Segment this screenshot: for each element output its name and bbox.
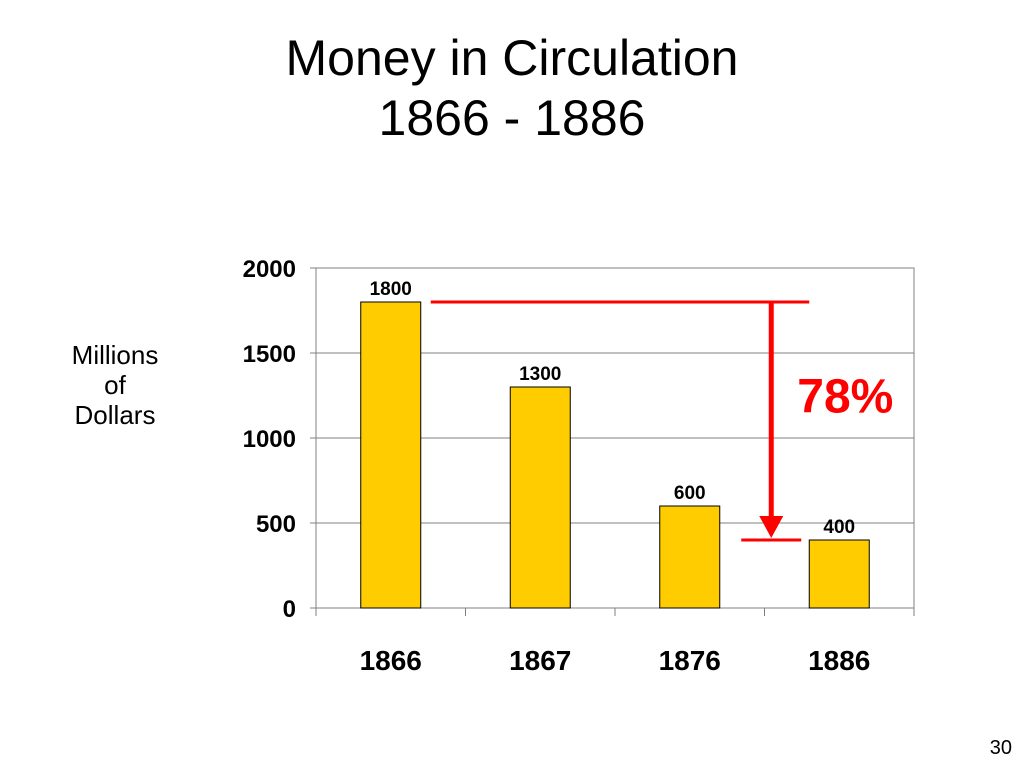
title-line-1: Money in Circulation — [285, 30, 739, 86]
data-label: 1300 — [519, 364, 561, 385]
y-tick-label: 500 — [256, 511, 296, 538]
bar-1886 — [808, 539, 870, 609]
data-label: 600 — [674, 483, 706, 504]
y-axis-label-line-1: Millions — [71, 340, 159, 370]
page-number: 30 — [989, 737, 1012, 759]
y-tick-label: 2000 — [243, 256, 296, 283]
x-tick-label: 1867 — [509, 645, 571, 676]
y-axis-label-line-2: of — [104, 370, 126, 400]
data-label: 1800 — [370, 279, 412, 300]
bar-1866 — [360, 301, 422, 609]
x-tick-label: 1876 — [659, 645, 721, 676]
x-tick-label: 1866 — [360, 645, 422, 676]
bar-1867 — [509, 386, 571, 609]
y-tick-label: 1000 — [243, 426, 296, 453]
y-tick-label: 0 — [283, 596, 296, 623]
y-axis-label: Millions of Dollars — [40, 340, 190, 430]
title-line-2: 1866 - 1886 — [378, 90, 646, 146]
bar-1876 — [659, 505, 721, 609]
y-tick-label: 1500 — [243, 341, 296, 368]
y-axis-label-line-3: Dollars — [74, 400, 156, 430]
annotation-arrow-head — [759, 516, 784, 538]
x-tick-label: 1886 — [808, 645, 870, 676]
slide-title: Money in Circulation 1866 - 1886 — [0, 28, 1024, 148]
annotation-label: 78% — [797, 371, 893, 424]
data-label: 400 — [823, 517, 855, 538]
